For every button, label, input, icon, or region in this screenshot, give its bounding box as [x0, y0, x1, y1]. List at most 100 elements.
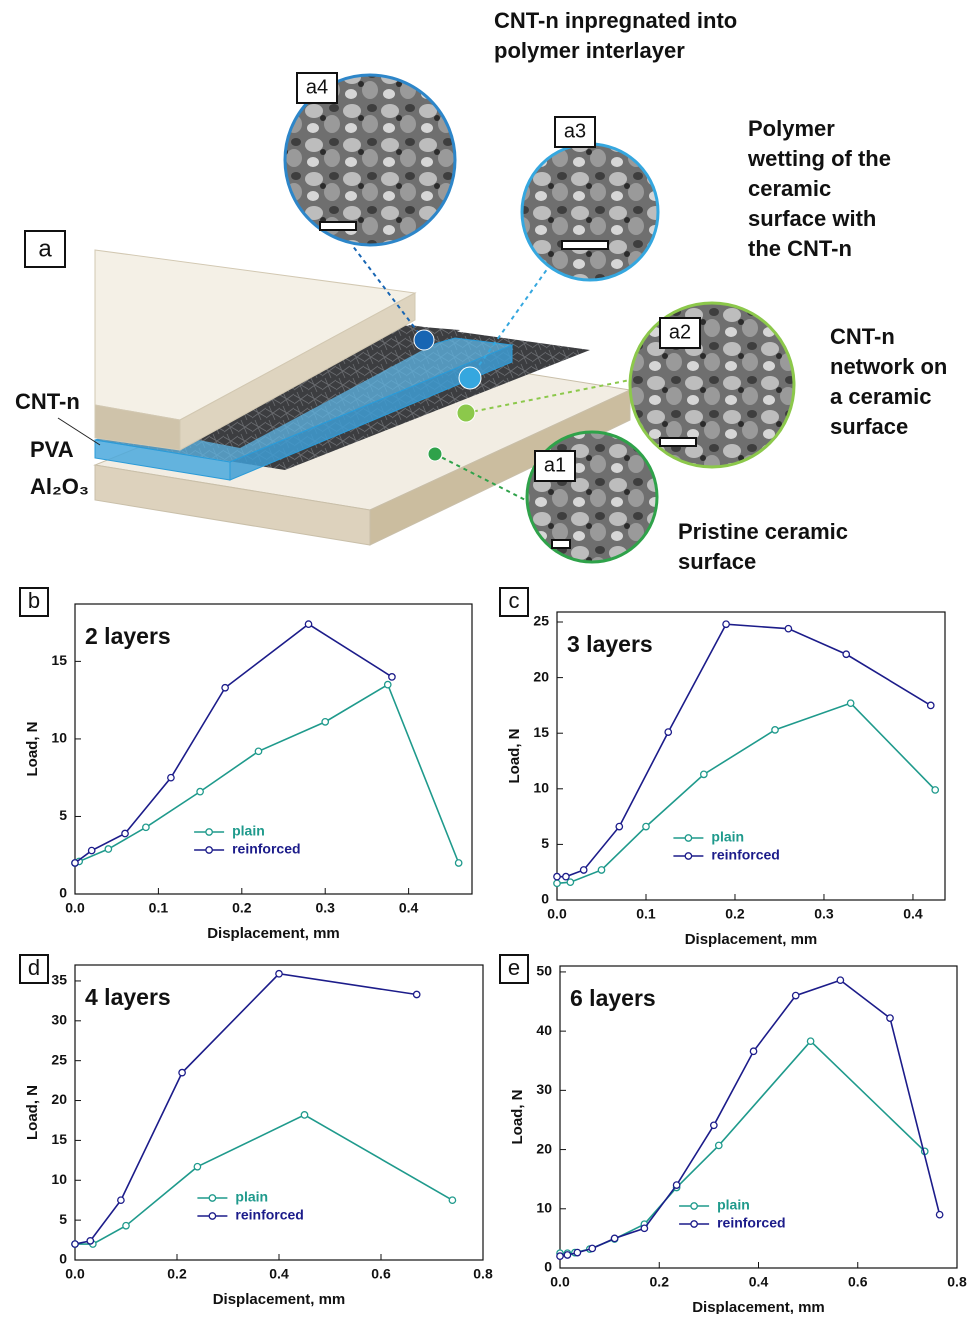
y-tick-label: 0 [544, 1259, 552, 1275]
data-point [455, 860, 461, 866]
figure: a CNT-n PVA Al₂O₃ a4 a3 a2 a1 CNT-n inpr… [0, 0, 974, 1314]
x-tick-label: 0.6 [371, 1266, 391, 1282]
x-tick-label: 0.0 [547, 906, 567, 922]
data-point [322, 719, 328, 725]
data-point [122, 830, 128, 836]
data-point [194, 1164, 200, 1170]
y-tick-label: 30 [536, 1081, 552, 1097]
chart-title: 3 layers [567, 631, 653, 657]
data-point [123, 1223, 129, 1229]
inset-caption: CNT-n inpregnated into [494, 8, 737, 33]
inset-label: a3 [564, 120, 586, 142]
x-tick-label: 0.0 [65, 1266, 85, 1282]
y-tick-label: 30 [51, 1012, 67, 1028]
y-axis-label: Load, N [24, 722, 41, 777]
y-tick-label: 10 [51, 730, 67, 746]
data-point [449, 1197, 455, 1203]
data-point [793, 992, 799, 998]
data-point [665, 729, 671, 735]
y-tick-label: 5 [59, 1211, 67, 1227]
inset-caption: the CNT-n [748, 236, 852, 261]
inset-caption: surface [678, 549, 756, 574]
data-point [389, 674, 395, 680]
legend-marker [691, 1221, 697, 1227]
inset-caption: polymer interlayer [494, 38, 685, 63]
y-tick-label: 0 [541, 891, 549, 907]
y-tick-label: 5 [59, 807, 67, 823]
data-point [936, 1212, 942, 1218]
data-point [72, 860, 78, 866]
inset-caption: Polymer [748, 116, 835, 141]
data-point [723, 621, 729, 627]
data-point [837, 977, 843, 983]
legend-label: plain [711, 829, 744, 845]
x-tick-label: 0.8 [947, 1274, 967, 1290]
y-tick-label: 0 [59, 1251, 67, 1267]
data-point [772, 727, 778, 733]
y-tick-label: 40 [536, 1022, 552, 1038]
data-point [716, 1142, 722, 1148]
legend-label: plain [235, 1189, 268, 1205]
x-tick-label: 0.1 [149, 900, 169, 916]
data-point [414, 991, 420, 997]
y-tick-label: 25 [533, 613, 549, 629]
chart-title: 4 layers [85, 984, 171, 1010]
x-tick-label: 0.2 [167, 1266, 187, 1282]
inset-label: a1 [544, 454, 566, 476]
legend-label: plain [232, 823, 265, 839]
x-tick-label: 0.0 [550, 1274, 570, 1290]
inset-label: a4 [306, 76, 328, 98]
data-point [580, 867, 586, 873]
data-point [611, 1235, 617, 1241]
legend-marker [691, 1203, 697, 1209]
y-tick-label: 35 [51, 972, 67, 988]
schematic: a CNT-n PVA Al₂O₃ a4 a3 a2 a1 CNT-n inpr… [15, 8, 947, 574]
chart-title: 6 layers [570, 985, 656, 1011]
data-point [118, 1197, 124, 1203]
data-point [843, 651, 849, 657]
data-point [567, 879, 573, 885]
legend-label: plain [717, 1197, 750, 1213]
data-point [143, 824, 149, 830]
data-point [301, 1112, 307, 1118]
layer-label: PVA [30, 437, 74, 462]
data-point [932, 787, 938, 793]
x-tick-label: 0.2 [650, 1274, 670, 1290]
x-tick-label: 0.4 [269, 1266, 289, 1282]
data-point [673, 1182, 679, 1188]
y-axis-label: Load, N [509, 1090, 526, 1145]
legend-marker [206, 829, 212, 835]
data-point [255, 748, 261, 754]
inset-label: a2 [669, 321, 691, 343]
data-point [887, 1015, 893, 1021]
data-point [564, 1252, 570, 1258]
x-tick-label: 0.2 [725, 906, 745, 922]
inset-caption: surface with [748, 206, 876, 231]
data-point [589, 1245, 595, 1251]
y-axis-label: Load, N [24, 1085, 41, 1140]
inset-caption: CNT-n [830, 324, 895, 349]
data-point [643, 823, 649, 829]
x-tick-label: 0.4 [749, 1274, 769, 1290]
legend-label: reinforced [711, 847, 779, 863]
inset-caption: ceramic [748, 176, 831, 201]
y-tick-label: 5 [541, 835, 549, 851]
y-axis-label: Load, N [506, 729, 523, 784]
data-point [105, 846, 111, 852]
data-point [750, 1048, 756, 1054]
y-tick-label: 25 [51, 1051, 67, 1067]
data-point [616, 823, 622, 829]
data-point [701, 771, 707, 777]
data-point [807, 1038, 813, 1044]
legend-label: reinforced [232, 841, 300, 857]
panel-label: a [38, 235, 52, 262]
data-point [598, 867, 604, 873]
x-tick-label: 0.6 [848, 1274, 868, 1290]
data-point [168, 774, 174, 780]
data-point [222, 685, 228, 691]
y-tick-label: 20 [536, 1140, 552, 1156]
layer-label: Al₂O₃ [30, 474, 89, 499]
y-tick-label: 10 [536, 1199, 552, 1215]
legend-label: reinforced [235, 1207, 303, 1223]
data-point [711, 1122, 717, 1128]
